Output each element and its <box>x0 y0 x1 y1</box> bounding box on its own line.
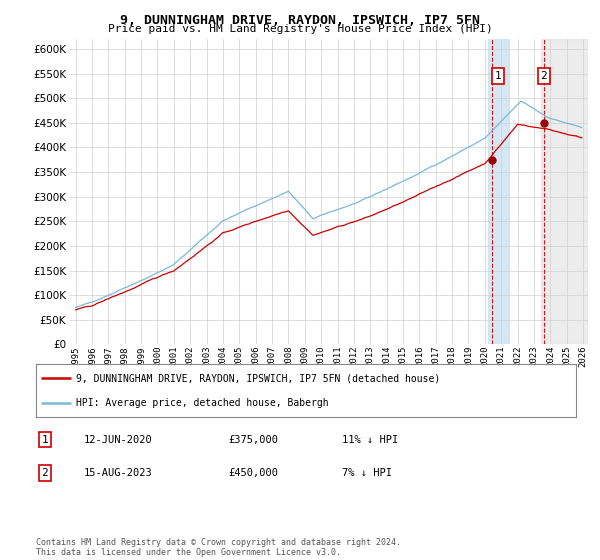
Text: 1: 1 <box>41 435 49 445</box>
Text: £375,000: £375,000 <box>228 435 278 445</box>
Text: 7% ↓ HPI: 7% ↓ HPI <box>342 468 392 478</box>
Bar <box>488 39 509 344</box>
Text: 15-AUG-2023: 15-AUG-2023 <box>84 468 153 478</box>
Text: 9, DUNNINGHAM DRIVE, RAYDON, IPSWICH, IP7 5FN (detached house): 9, DUNNINGHAM DRIVE, RAYDON, IPSWICH, IP… <box>77 374 441 384</box>
Text: 2: 2 <box>541 71 547 81</box>
Bar <box>541 39 588 344</box>
Text: HPI: Average price, detached house, Babergh: HPI: Average price, detached house, Babe… <box>77 398 329 408</box>
Text: Contains HM Land Registry data © Crown copyright and database right 2024.
This d: Contains HM Land Registry data © Crown c… <box>36 538 401 557</box>
Text: £450,000: £450,000 <box>228 468 278 478</box>
Text: 1: 1 <box>494 71 502 81</box>
Text: Price paid vs. HM Land Registry's House Price Index (HPI): Price paid vs. HM Land Registry's House … <box>107 24 493 34</box>
Text: 9, DUNNINGHAM DRIVE, RAYDON, IPSWICH, IP7 5FN: 9, DUNNINGHAM DRIVE, RAYDON, IPSWICH, IP… <box>120 14 480 27</box>
Text: 12-JUN-2020: 12-JUN-2020 <box>84 435 153 445</box>
Text: 11% ↓ HPI: 11% ↓ HPI <box>342 435 398 445</box>
Text: 2: 2 <box>41 468 49 478</box>
